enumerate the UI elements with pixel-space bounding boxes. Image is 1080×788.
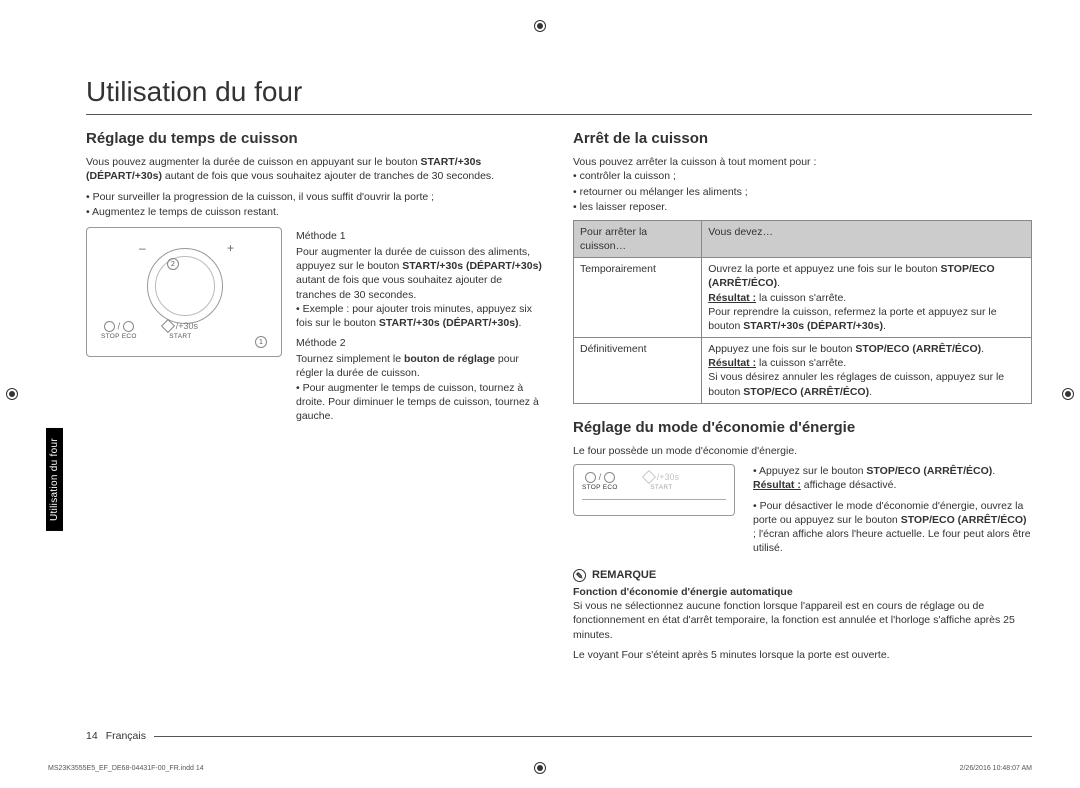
- paragraph: Vous pouvez augmenter la durée de cuisso…: [86, 155, 545, 183]
- left-column: Réglage du temps de cuisson Vous pouvez …: [86, 129, 545, 662]
- page-language: Français: [106, 730, 146, 742]
- minus-icon: –: [139, 240, 146, 256]
- stop-cooking-table: Pour arrêter la cuisson… Vous devez… Tem…: [573, 220, 1032, 404]
- method-label: Méthode 1: [296, 229, 545, 243]
- remark-label: REMARQUE: [592, 568, 656, 583]
- section-heading: Arrêt de la cuisson: [573, 129, 1032, 149]
- callout-2: 2: [167, 258, 179, 270]
- list-item: Pour désactiver le mode d'économie d'éne…: [753, 499, 1032, 556]
- plus-icon: +: [227, 240, 234, 256]
- list-item: les laisser reposer.: [573, 200, 1032, 214]
- page-title: Utilisation du four: [86, 76, 1032, 108]
- start-button-icon: /+30s START: [644, 471, 679, 493]
- side-tab: Utilisation du four: [46, 428, 63, 531]
- table-header: Pour arrêter la cuisson…: [574, 220, 702, 257]
- crop-mark: [534, 20, 546, 32]
- list-item: Augmentez le temps de cuisson restant.: [86, 205, 545, 219]
- note-icon: ✎: [573, 569, 586, 582]
- indd-filename: MS23K3555E5_EF_DE68-04431F-00_FR.indd 14: [48, 765, 204, 772]
- print-metadata: MS23K3555E5_EF_DE68-04431F-00_FR.indd 14…: [48, 765, 1032, 772]
- paragraph: Tournez simplement le bouton de réglage …: [296, 352, 545, 380]
- paragraph: Si vous ne sélectionnez aucune fonction …: [573, 599, 1032, 642]
- right-column: Arrêt de la cuisson Vous pouvez arrêter …: [573, 129, 1032, 662]
- method-label: Méthode 2: [296, 336, 545, 350]
- crop-mark: [1062, 388, 1074, 400]
- paragraph: Le four possède un mode d'économie d'éne…: [573, 444, 1032, 458]
- table-header: Vous devez…: [702, 220, 1032, 257]
- table-row: Définitivement Appuyez une fois sur le b…: [574, 338, 1032, 404]
- indd-timestamp: 2/26/2016 10:48:07 AM: [960, 765, 1032, 772]
- title-divider: [86, 114, 1032, 115]
- paragraph: Le voyant Four s'éteint après 5 minutes …: [573, 648, 1032, 662]
- table-cell: Temporairement: [574, 258, 702, 338]
- bullet-list: Pour augmenter le temps de cuisson, tour…: [296, 381, 545, 424]
- start-button-icon: /+30s START: [163, 320, 198, 342]
- bullet-list: Pour surveiller la progression de la cui…: [86, 190, 545, 219]
- stop-eco-button-icon: / STOP ECO: [101, 320, 137, 342]
- list-item: Pour surveiller la progression de la cui…: [86, 190, 545, 204]
- section-heading: Réglage du mode d'économie d'énergie: [573, 418, 1032, 438]
- list-item: retourner ou mélanger les aliments ;: [573, 185, 1032, 199]
- paragraph: Pour augmenter la durée de cuisson des a…: [296, 245, 545, 302]
- bullet-list: contrôler la cuisson ; retourner ou méla…: [573, 169, 1032, 214]
- footer-divider: [154, 736, 1032, 737]
- table-cell: Définitivement: [574, 338, 702, 404]
- list-item: Exemple : pour ajouter trois minutes, ap…: [296, 302, 545, 330]
- bullet-list: Exemple : pour ajouter trois minutes, ap…: [296, 302, 545, 330]
- page-number: 14: [86, 730, 98, 742]
- list-item: contrôler la cuisson ;: [573, 169, 1032, 183]
- table-row: Temporairement Ouvrez la porte et appuye…: [574, 258, 1032, 338]
- control-panel-figure: – + 2 / STOP ECO /+30s START: [86, 227, 282, 357]
- callout-1: 1: [255, 336, 267, 348]
- section-heading: Réglage du temps de cuisson: [86, 129, 545, 149]
- crop-mark: [6, 388, 18, 400]
- paragraph: Vous pouvez arrêter la cuisson à tout mo…: [573, 155, 1032, 169]
- eco-panel-figure: / STOP ECO /+30s START: [573, 464, 735, 516]
- list-item: Pour augmenter le temps de cuisson, tour…: [296, 381, 545, 424]
- table-cell: Ouvrez la porte et appuyez une fois sur …: [702, 258, 1032, 338]
- page-footer: 14 Français: [86, 730, 1032, 742]
- bullet-list: Appuyez sur le bouton STOP/ECO (ARRÊT/ÉC…: [753, 464, 1032, 556]
- dial-icon: [147, 248, 223, 324]
- table-cell: Appuyez une fois sur le bouton STOP/ECO …: [702, 338, 1032, 404]
- list-item: Appuyez sur le bouton STOP/ECO (ARRÊT/ÉC…: [753, 464, 1032, 492]
- remark-title: Fonction d'économie d'énergie automatiqu…: [573, 585, 1032, 599]
- stop-eco-button-icon: / STOP ECO: [582, 471, 618, 493]
